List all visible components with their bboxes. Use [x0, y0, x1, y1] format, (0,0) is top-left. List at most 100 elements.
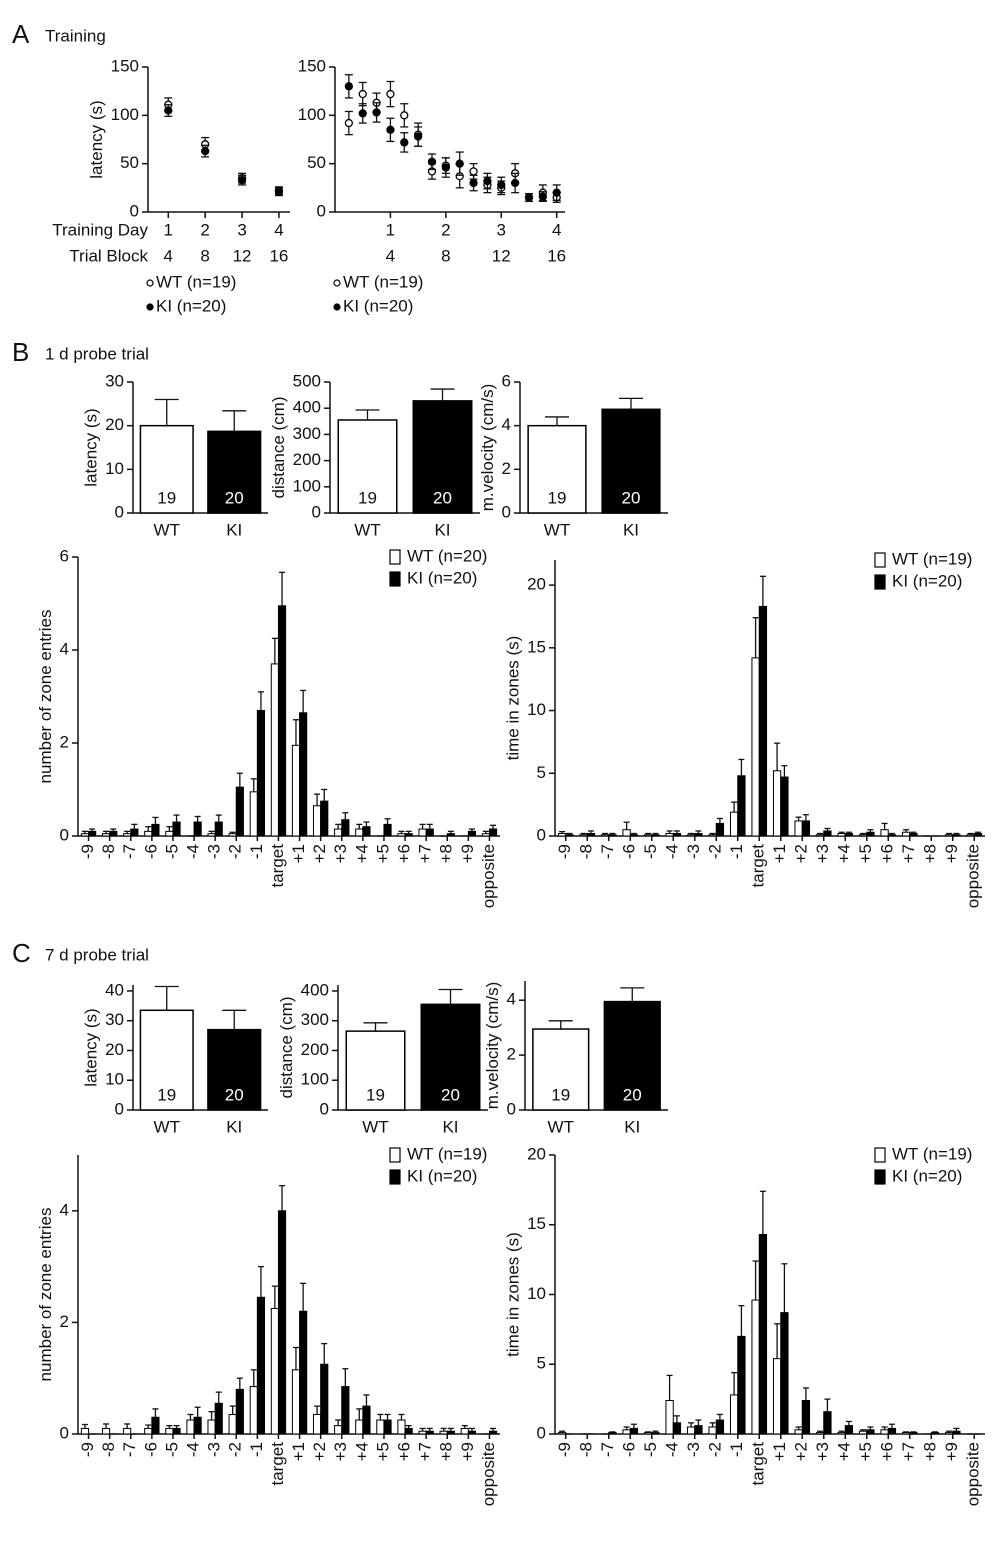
y-tick-label: 200 — [301, 1040, 329, 1059]
bar — [355, 1419, 364, 1435]
y-tick-label: 200 — [293, 450, 321, 469]
bar-label: 20 — [623, 1085, 642, 1104]
bar — [291, 744, 301, 837]
x-tick-label: +9 — [942, 1442, 961, 1461]
point — [455, 159, 464, 168]
legend-label: WT (n=19) — [343, 272, 423, 291]
panel-title: Training — [45, 26, 106, 45]
bar — [362, 826, 371, 837]
legend-label: KI (n=20) — [892, 1166, 962, 1185]
bar — [425, 828, 434, 837]
panel-title: 1 d probe trial — [45, 344, 149, 363]
legend-swatch — [874, 574, 886, 590]
x-tick-label: target — [268, 1442, 287, 1486]
bar — [345, 1030, 406, 1111]
x-tick-label: 4 — [552, 220, 561, 239]
x-tick-label: -2 — [226, 1442, 245, 1457]
bar — [334, 1425, 343, 1435]
bar — [383, 823, 392, 837]
x-tick-label: -6 — [141, 1442, 160, 1457]
x-tick-label: 2 — [441, 220, 450, 239]
bar — [909, 1432, 918, 1435]
x-tick-label: +3 — [331, 844, 350, 863]
bar — [334, 828, 343, 837]
x-tick-label: -1 — [727, 1442, 746, 1457]
legend-swatch — [874, 1169, 886, 1185]
bar — [270, 1307, 279, 1435]
bar — [715, 1419, 725, 1435]
x-tick-label: KI — [434, 520, 450, 539]
bar — [420, 1003, 481, 1111]
x-tick-label: -4 — [184, 844, 203, 859]
x-tick-label: +9 — [942, 844, 961, 863]
bar — [651, 1432, 660, 1435]
x-tick-label: +4 — [835, 1442, 854, 1461]
y-tick-label: 5 — [537, 1354, 546, 1373]
bar — [151, 1416, 160, 1435]
bar — [930, 1432, 940, 1435]
bar — [186, 1419, 195, 1435]
x-tick-label: -1 — [727, 844, 746, 859]
bar — [622, 829, 631, 837]
legend-marker — [333, 279, 341, 287]
y-tick-label: 6 — [502, 371, 511, 390]
point — [469, 167, 478, 176]
bar — [151, 823, 160, 837]
y-axis-label: latency (s) — [81, 408, 100, 486]
x-tick-label: -9 — [78, 1442, 97, 1457]
x-tick-label: target — [268, 844, 287, 888]
x-tick-label: -8 — [99, 844, 118, 859]
y-tick-label: 10 — [105, 1070, 124, 1089]
bar — [355, 828, 364, 837]
bar — [80, 833, 90, 837]
bar — [801, 820, 811, 837]
bar — [123, 833, 132, 837]
bar — [488, 828, 498, 837]
x-tick-label: target — [749, 844, 768, 888]
bar — [880, 1429, 889, 1435]
bar — [952, 834, 961, 837]
bar — [708, 834, 717, 837]
y-axis-label: time in zones (s) — [503, 1232, 522, 1357]
bar — [729, 1394, 739, 1435]
bar-label: 19 — [157, 488, 176, 507]
x-tick-label: +7 — [899, 844, 918, 863]
bar — [109, 830, 118, 837]
bar — [780, 776, 789, 837]
x-axis-label: Training Day — [52, 220, 148, 239]
y-axis-label: number of zone entries — [36, 1208, 55, 1382]
x-tick-label: +5 — [373, 844, 392, 863]
bar — [337, 419, 398, 514]
bar — [446, 833, 455, 837]
x-tick-label: 3 — [237, 220, 246, 239]
x-tick-label: 1 — [386, 220, 395, 239]
bar — [772, 1358, 782, 1435]
legend-label: WT (n=19) — [892, 1144, 972, 1163]
bar — [643, 1432, 653, 1435]
bar — [858, 834, 868, 837]
bar — [823, 830, 832, 837]
y-axis-label: distance (cm) — [277, 996, 296, 1098]
y-tick-label: 500 — [293, 371, 321, 390]
bar — [256, 1296, 266, 1435]
bar — [527, 424, 587, 514]
panel-letter: A — [12, 19, 30, 49]
x-tick-label: target — [749, 1442, 768, 1486]
bar — [439, 1430, 448, 1435]
x-tick-label-row2: 8 — [441, 246, 450, 265]
bar — [397, 1419, 406, 1435]
legend-marker — [333, 303, 341, 311]
x-tick-label-row2: 16 — [547, 246, 566, 265]
point — [400, 138, 409, 147]
bar — [866, 831, 875, 837]
bar — [880, 829, 889, 837]
y-tick-label: 300 — [301, 1010, 329, 1029]
bar — [256, 709, 266, 837]
x-tick-label: -3 — [205, 1442, 224, 1457]
legend-swatch — [389, 1169, 401, 1185]
point — [538, 192, 547, 201]
bar — [887, 1427, 897, 1435]
bar — [207, 1419, 216, 1435]
x-tick-label: +5 — [856, 844, 875, 863]
y-tick-label: 50 — [307, 153, 326, 172]
